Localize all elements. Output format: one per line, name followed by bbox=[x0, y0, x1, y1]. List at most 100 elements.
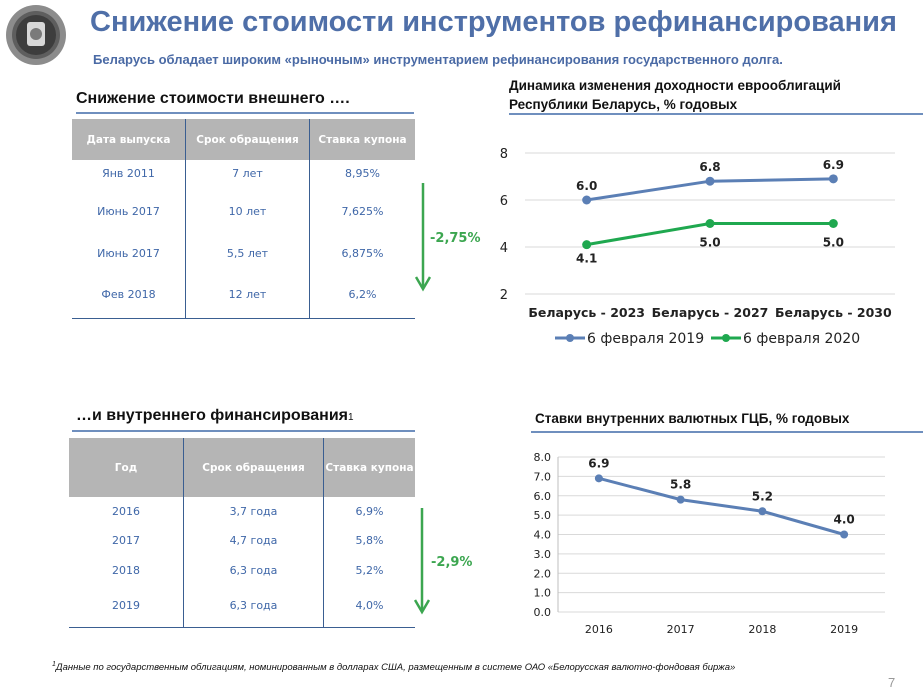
page-title: Снижение стоимости инструментов рефинанс… bbox=[90, 6, 897, 38]
legend-label: 6 февраля 2019 bbox=[587, 331, 704, 347]
y-tick-label: 1.0 bbox=[534, 587, 552, 600]
eurobond-yield-chart: 2 4 6 8 Беларусь - 2023 Беларусь - 2027 Белару… bbox=[500, 147, 895, 347]
external-col-coupon: Ставка купона bbox=[309, 119, 415, 160]
table-row: 2019 6,3 года 4,0% bbox=[69, 585, 415, 628]
table-cell: Фев 2018 bbox=[72, 271, 186, 319]
external-section-heading: Снижение стоимости внешнего …. bbox=[76, 90, 350, 107]
footnote: 1Данные по государственным облигациям, н… bbox=[52, 661, 735, 673]
data-label: 5.8 bbox=[670, 478, 691, 492]
y-tick-label: 3.0 bbox=[534, 548, 552, 561]
data-point bbox=[828, 174, 838, 184]
eurobond-chart-title-line2: Республики Беларусь, % годовых bbox=[509, 97, 738, 112]
data-point bbox=[676, 495, 685, 504]
y-tick-label: 8 bbox=[500, 147, 508, 162]
internal-bonds-table: Год Срок обращения Ставка купона 2016 3,… bbox=[69, 438, 415, 628]
x-tick-label: Беларусь - 2023 bbox=[528, 305, 645, 320]
data-label: 6.9 bbox=[823, 158, 844, 172]
table-row: Фев 2018 12 лет 6,2% bbox=[72, 271, 415, 319]
x-tick-label: 2018 bbox=[748, 623, 776, 636]
y-tick-label: 2.0 bbox=[534, 567, 552, 580]
data-label: 4.1 bbox=[576, 252, 597, 266]
internal-down-arrow-icon bbox=[413, 508, 431, 621]
ministry-emblem-logo bbox=[5, 4, 67, 66]
table-row: Июнь 2017 5,5 лет 6,875% bbox=[72, 235, 415, 271]
external-col-date: Дата выпуска bbox=[72, 119, 186, 160]
eurobond-chart-title-line1: Динамика изменения доходности еврооблига… bbox=[509, 78, 841, 93]
data-point bbox=[840, 530, 849, 539]
y-tick-label: 4.0 bbox=[534, 529, 552, 542]
table-cell: 8,95% bbox=[309, 160, 415, 187]
table-cell: 2018 bbox=[112, 563, 140, 577]
x-tick-label: Беларусь - 2030 bbox=[775, 305, 892, 320]
table-cell: 6,875% bbox=[309, 235, 415, 271]
internal-col-term: Срок обращения bbox=[183, 438, 324, 497]
table-cell: Янв 2011 bbox=[102, 167, 155, 180]
data-point bbox=[705, 219, 715, 228]
footnote-mark: 1 bbox=[52, 661, 56, 668]
table-row: Июнь 2017 10 лет 7,625% bbox=[72, 187, 415, 235]
external-bonds-table: Дата выпуска Срок обращения Ставка купон… bbox=[72, 119, 415, 319]
table-row: 2017 4,7 года 5,8% bbox=[69, 525, 415, 555]
eurobond-chart-underline bbox=[509, 113, 923, 115]
data-label: 5.2 bbox=[752, 489, 773, 503]
table-row: 2018 6,3 года 5,2% bbox=[69, 555, 415, 585]
data-label: 4.0 bbox=[833, 513, 854, 527]
table-cell: 6,9% bbox=[323, 497, 415, 525]
x-tick-label: Беларусь - 2027 bbox=[652, 305, 769, 320]
data-label: 5.0 bbox=[699, 236, 720, 250]
table-cell: 7 лет bbox=[185, 160, 310, 187]
data-point bbox=[705, 176, 715, 186]
internal-heading-underline bbox=[72, 430, 415, 432]
series-line bbox=[598, 476, 845, 536]
data-point bbox=[828, 219, 838, 228]
table-cell: 5,8% bbox=[323, 525, 415, 555]
data-label: 6.9 bbox=[588, 456, 609, 470]
table-cell: 3,7 года bbox=[183, 497, 324, 525]
y-tick-label: 6 bbox=[500, 194, 508, 209]
page-subtitle: Беларусь обладает широким «рыночным» инс… bbox=[93, 52, 783, 67]
y-tick-label: 6.0 bbox=[534, 490, 552, 503]
y-tick-label: 0.0 bbox=[534, 606, 552, 619]
legend-label: 6 февраля 2020 bbox=[743, 331, 860, 347]
table-row: 2016 3,7 года 6,9% bbox=[69, 497, 415, 525]
table-cell: 5,5 лет bbox=[185, 235, 310, 271]
external-heading-underline bbox=[76, 112, 414, 114]
table-cell: 10 лет bbox=[185, 187, 310, 235]
data-point bbox=[758, 507, 767, 516]
y-tick-label: 8.0 bbox=[534, 451, 552, 464]
domestic-chart-underline bbox=[531, 431, 923, 433]
domestic-bond-rate-chart: 0.0 1.0 2.0 3.0 4.0 5.0 6.0 7.0 8.0 2016 2017 2018 2… bbox=[534, 451, 885, 636]
table-cell: 2019 bbox=[69, 585, 184, 628]
table-cell: Июнь 2017 bbox=[97, 246, 160, 260]
internal-heading-text: …и внутреннего финансирования bbox=[76, 407, 348, 424]
table-row: Янв 2011 7 лет 8,95% bbox=[72, 160, 415, 187]
y-tick-label: 4 bbox=[500, 241, 508, 256]
data-point bbox=[594, 474, 603, 483]
footnote-text: Данные по государственным облигациям, но… bbox=[55, 662, 736, 674]
table-cell: 7,625% bbox=[309, 187, 415, 235]
table-cell: 6,2% bbox=[309, 271, 415, 319]
internal-col-coupon: Ставка купона bbox=[323, 438, 415, 497]
table-cell: 6,3 года bbox=[183, 585, 324, 628]
x-tick-label: 2016 bbox=[585, 623, 613, 636]
table-cell: 6,3 года bbox=[183, 555, 324, 585]
external-down-arrow-icon bbox=[414, 183, 432, 298]
table-cell: 4,7 года bbox=[183, 525, 324, 555]
legend-marker bbox=[566, 334, 574, 342]
x-tick-label: 2017 bbox=[667, 623, 695, 636]
table-cell: Июнь 2017 bbox=[97, 204, 160, 218]
table-cell: 12 лет bbox=[185, 271, 310, 319]
external-rate-delta: -2,75% bbox=[430, 231, 481, 246]
internal-rate-delta: -2,9% bbox=[431, 555, 473, 570]
data-point bbox=[582, 195, 592, 205]
legend-marker bbox=[722, 334, 730, 342]
external-col-term: Срок обращения bbox=[185, 119, 310, 160]
y-tick-label: 5.0 bbox=[534, 509, 552, 522]
data-label: 5.0 bbox=[823, 236, 844, 250]
domestic-chart-title: Ставки внутренних валютных ГЦБ, % годовы… bbox=[535, 411, 850, 426]
internal-footnote-mark: 1 bbox=[347, 412, 354, 423]
internal-col-year: Год bbox=[69, 438, 184, 497]
y-tick-label: 2 bbox=[500, 288, 508, 303]
eurobond-chart-title: Динамика изменения доходности еврооблига… bbox=[509, 76, 841, 114]
y-tick-label: 7.0 bbox=[534, 470, 552, 483]
